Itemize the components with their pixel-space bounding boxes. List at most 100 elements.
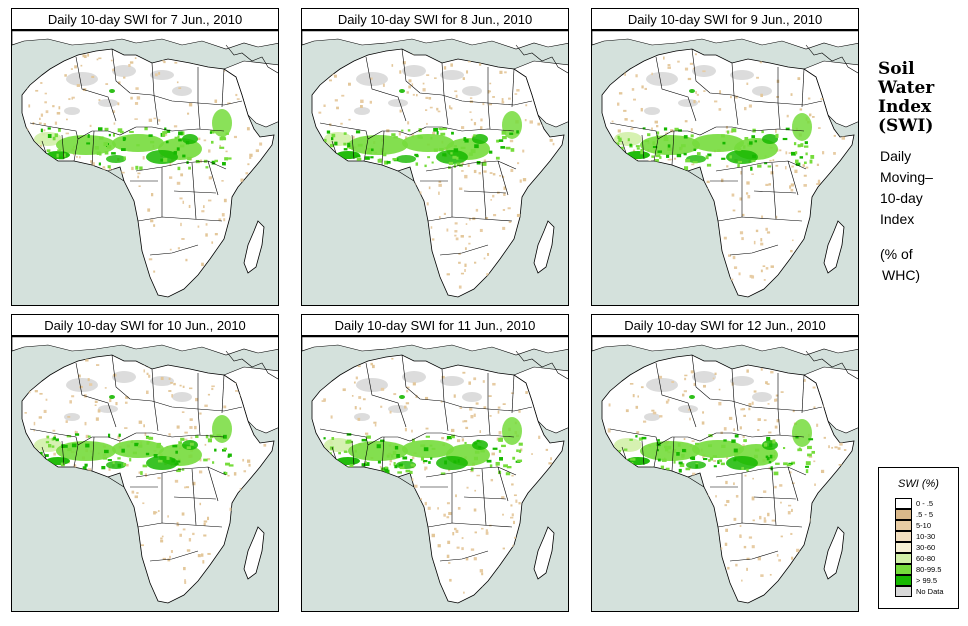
dry-speck	[401, 205, 404, 209]
swi-patch	[472, 440, 488, 450]
dry-speck	[335, 162, 340, 166]
wet-speck	[84, 463, 88, 467]
dry-speck	[689, 62, 694, 65]
dry-speck	[702, 456, 704, 459]
wet-speck	[690, 134, 694, 138]
wet-speck	[805, 465, 809, 468]
wet-speck	[393, 136, 398, 139]
dry-speck	[446, 228, 449, 232]
dry-speck	[462, 77, 465, 80]
wet-speck	[638, 437, 643, 441]
dry-speck	[460, 235, 464, 238]
wet-speck	[396, 454, 400, 458]
madagascar	[533, 220, 555, 274]
dry-speck	[640, 386, 644, 389]
country-border	[207, 160, 219, 196]
europe-landmass	[12, 31, 278, 50]
dry-speck	[136, 492, 139, 494]
dry-speck	[462, 371, 466, 374]
dry-speck	[746, 181, 750, 185]
dry-speck	[760, 269, 763, 273]
legend-swatch	[895, 553, 912, 564]
wet-speck	[481, 161, 487, 166]
country-border	[691, 354, 823, 412]
dry-speck	[624, 72, 626, 76]
coastline-detail	[805, 44, 858, 74]
dry-speck	[362, 274, 365, 277]
dry-speck	[65, 420, 68, 423]
dry-speck	[790, 249, 793, 253]
dry-speck	[487, 583, 489, 586]
wet-speck	[394, 465, 398, 469]
dry-speck	[623, 247, 627, 251]
dry-speck	[84, 54, 87, 59]
dry-speck	[834, 446, 838, 449]
dry-speck	[321, 400, 326, 402]
wet-speck	[476, 439, 480, 443]
dry-speck	[52, 230, 56, 233]
wet-speck	[664, 445, 668, 449]
wet-speck	[34, 166, 39, 169]
dry-speck	[647, 568, 651, 571]
swi-patch	[212, 109, 232, 137]
dry-speck	[167, 558, 171, 562]
dry-speck	[436, 107, 439, 111]
country-border	[777, 373, 781, 436]
dry-speck	[518, 560, 522, 565]
dry-speck	[655, 580, 658, 583]
dry-speck	[481, 527, 484, 530]
dry-speck	[96, 543, 99, 547]
dry-speck	[699, 217, 701, 220]
dry-speck	[503, 186, 506, 190]
swi-patch	[146, 456, 178, 470]
dry-speck	[464, 174, 468, 179]
wet-speck	[478, 446, 482, 449]
wet-speck	[630, 458, 634, 461]
dry-speck	[552, 576, 555, 579]
dry-speck	[642, 420, 647, 423]
dry-speck	[217, 257, 221, 259]
dry-speck	[438, 191, 440, 195]
dry-speck	[329, 462, 332, 465]
wet-speck	[667, 147, 672, 151]
dry-speck	[399, 70, 402, 74]
wet-speck	[754, 448, 760, 452]
desc-line: 10-day	[880, 190, 923, 206]
dry-speck	[702, 549, 704, 553]
dry-speck	[684, 374, 688, 377]
wet-speck	[512, 456, 516, 460]
dry-speck	[39, 117, 41, 120]
dry-speck	[138, 471, 142, 474]
dry-speck	[178, 360, 181, 363]
dry-speck	[735, 494, 739, 498]
country-border	[753, 190, 797, 194]
swi-patch	[56, 135, 116, 155]
dry-speck	[676, 519, 678, 522]
dry-speck	[469, 97, 473, 99]
dry-speck	[765, 183, 769, 186]
dry-speck	[768, 183, 771, 186]
dry-speck	[48, 201, 51, 204]
wet-speck	[652, 145, 658, 149]
dry-speck	[627, 222, 630, 226]
dry-speck	[787, 511, 791, 515]
dry-speck	[808, 456, 813, 458]
wet-speck	[807, 445, 812, 450]
dry-speck	[207, 199, 212, 202]
dry-speck	[791, 508, 793, 512]
wet-speck	[47, 134, 52, 138]
country-border	[487, 67, 491, 130]
wet-speck	[140, 471, 143, 475]
dry-speck	[53, 452, 56, 456]
wet-speck	[502, 135, 507, 140]
legend-item: No Data	[895, 586, 944, 597]
wet-speck	[453, 460, 457, 464]
wet-speck	[496, 139, 500, 143]
dry-speck	[199, 502, 202, 506]
dry-speck	[822, 282, 825, 285]
wet-speck	[795, 162, 801, 166]
dry-speck	[214, 99, 218, 103]
dry-speck	[663, 56, 665, 60]
wet-speck	[772, 439, 776, 444]
dry-speck	[739, 197, 742, 201]
